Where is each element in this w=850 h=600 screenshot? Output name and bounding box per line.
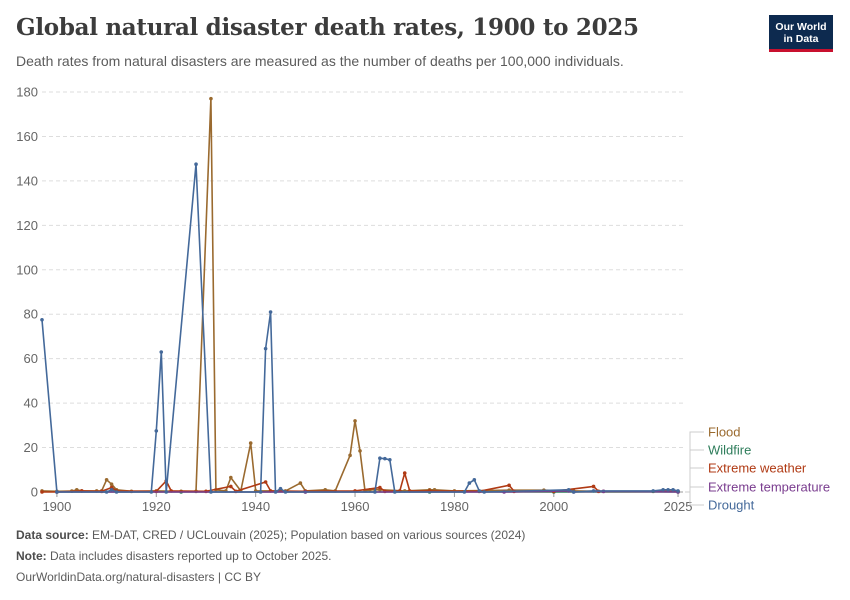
data-point: [472, 477, 477, 482]
data-point: [467, 481, 472, 485]
y-tick-label: 40: [24, 396, 38, 411]
source-url[interactable]: OurWorldinData.org/natural-disasters | C…: [16, 570, 261, 584]
legend-label: Extreme weather: [708, 461, 807, 476]
data-source: Data source: EM-DAT, CRED / UCLouvain (2…: [16, 528, 525, 542]
x-tick-label: 1900: [42, 499, 71, 514]
data-point: [273, 490, 278, 494]
legend-label: Flood: [708, 425, 741, 440]
data-point: [229, 484, 233, 489]
legend-connector: [685, 491, 704, 506]
y-tick-label: 120: [16, 218, 38, 233]
legend-label: Wildfire: [708, 443, 751, 458]
data-point: [209, 490, 213, 494]
data-point: [591, 484, 596, 489]
note-label: Note:: [16, 549, 47, 563]
data-point: [661, 487, 665, 492]
chart-subtitle: Death rates from natural disasters are m…: [16, 53, 624, 69]
legend-connector: [685, 486, 704, 493]
data-point: [671, 487, 675, 492]
data-point: [482, 490, 487, 494]
owid-logo[interactable]: Our World in Data: [769, 15, 833, 52]
data-point: [104, 490, 109, 494]
data-source-label: Data source:: [16, 528, 89, 542]
logo-line-2: in Data: [783, 33, 819, 45]
data-point: [149, 490, 154, 494]
data-point: [378, 485, 382, 490]
data-point: [159, 350, 164, 354]
data-point: [402, 471, 407, 475]
logo-line-1: Our World: [775, 21, 827, 33]
data-point: [109, 487, 114, 492]
x-tick-label: 2025: [664, 499, 693, 514]
series-line-drought: [41, 163, 679, 493]
y-tick-label: 100: [16, 262, 38, 277]
data-point: [676, 489, 680, 493]
data-point: [651, 489, 655, 493]
data-point: [566, 487, 571, 492]
data-point: [666, 487, 670, 492]
data-point: [109, 482, 114, 487]
data-point: [263, 346, 268, 351]
data-point: [283, 490, 288, 494]
x-tick-label: 1980: [440, 499, 469, 514]
y-tick-label: 60: [24, 351, 38, 366]
y-tick-label: 20: [24, 440, 38, 455]
data-point: [571, 490, 576, 494]
note-text: Data includes disasters reported up to O…: [50, 549, 332, 563]
data-point: [462, 490, 467, 494]
line-chart: 0 20 40 60 80 100 120 140 160 180 1900 1920 1940 1960…: [16, 85, 830, 515]
data-point: [378, 456, 382, 461]
data-point: [40, 317, 44, 322]
data-point: [263, 480, 268, 484]
data-point: [383, 456, 387, 461]
y-tick-label: 180: [16, 85, 38, 100]
data-point: [298, 481, 303, 485]
data-point: [278, 486, 283, 491]
y-tick-label: 140: [16, 173, 38, 188]
data-point: [194, 162, 198, 167]
x-tick-label: 2000: [539, 499, 568, 514]
note: Note: Data includes disasters reported u…: [16, 549, 332, 563]
data-point: [164, 490, 169, 494]
data-point: [209, 96, 213, 101]
x-tick-label: 1940: [241, 499, 270, 514]
data-point: [114, 490, 119, 494]
data-point: [591, 489, 596, 493]
data-point: [258, 490, 263, 494]
data-point: [104, 477, 109, 482]
data-point: [477, 489, 482, 493]
data-point: [55, 490, 59, 494]
data-point: [348, 453, 352, 458]
data-point: [388, 457, 392, 462]
legend-connector: [685, 431, 704, 493]
data-point: [40, 490, 44, 494]
data-point: [358, 449, 362, 453]
x-tick-label: 1920: [142, 499, 171, 514]
data-point: [373, 490, 377, 494]
y-tick-label: 160: [16, 129, 38, 144]
data-point: [353, 419, 357, 423]
y-tick-label: 0: [31, 485, 38, 500]
data-point: [507, 483, 511, 488]
series-line-extreme-weather: [42, 472, 679, 493]
data-source-text: EM-DAT, CRED / UCLouvain (2025); Populat…: [92, 528, 526, 542]
data-point: [154, 429, 159, 433]
legend-connector: [685, 449, 704, 493]
data-point: [392, 490, 397, 494]
data-point: [268, 310, 273, 314]
legend-label: Extreme temperature: [708, 480, 830, 495]
legend-connector: [685, 467, 704, 493]
y-tick-label: 80: [24, 307, 38, 322]
data-point: [229, 475, 233, 480]
chart-title: Global natural disaster death rates, 190…: [16, 14, 639, 41]
data-point: [248, 441, 253, 445]
x-tick-label: 1960: [341, 499, 370, 514]
series-line-flood: [41, 97, 679, 493]
legend-label: Drought: [708, 498, 755, 513]
